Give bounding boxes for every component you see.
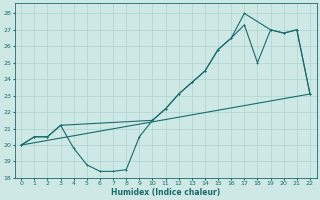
X-axis label: Humidex (Indice chaleur): Humidex (Indice chaleur) [111,188,220,197]
